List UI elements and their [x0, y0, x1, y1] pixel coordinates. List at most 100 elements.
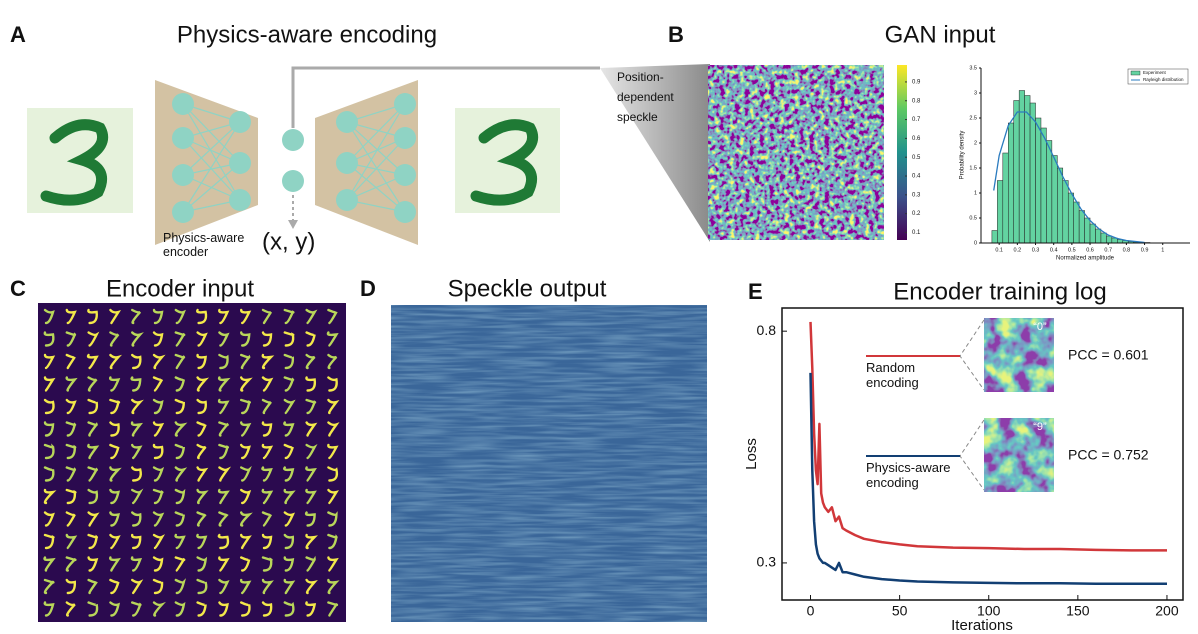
speckle-image: [708, 65, 884, 240]
annotation: PCC = 0.601: [1068, 347, 1149, 363]
node: [229, 111, 251, 133]
inset-label: “0”: [1033, 321, 1047, 333]
histogram-bar: [1068, 193, 1073, 243]
node: [229, 189, 251, 211]
inset-connector: [960, 320, 984, 390]
colorbar-tick-label: 0.8: [912, 98, 921, 104]
y-tick-label: 0.8: [757, 322, 777, 338]
x-tick-label: 0.7: [1104, 247, 1112, 253]
y-tick-label: 2.5: [969, 115, 977, 121]
panel-label: E: [748, 279, 763, 304]
histogram-bar: [1030, 103, 1035, 243]
node: [336, 111, 358, 133]
histogram-bar: [1063, 181, 1068, 244]
panel-label: D: [360, 276, 376, 301]
speckle-label: speckle: [617, 110, 658, 124]
colorbar-tick-label: 0.2: [912, 211, 921, 217]
panel-title: Physics-aware encoding: [177, 21, 437, 48]
x-axis-label: Iterations: [951, 617, 1013, 634]
x-tick-label: 200: [1155, 603, 1179, 619]
histogram-bar: [1079, 211, 1084, 244]
node: [172, 201, 194, 223]
x-tick-label: 0.1: [995, 247, 1003, 253]
x-tick-label: 0.2: [1014, 247, 1022, 253]
inset-label: “9”: [1033, 421, 1047, 433]
legend-label: Random encoding: [866, 361, 946, 391]
node: [172, 127, 194, 149]
histogram-bar: [1036, 118, 1041, 243]
node: [229, 152, 251, 174]
panel-title: Encoder training log: [893, 278, 1106, 305]
y-tick-label: 3.5: [969, 65, 977, 71]
panel-label: C: [10, 276, 26, 301]
histogram-bar: [997, 181, 1002, 244]
histogram-bar: [1095, 229, 1100, 243]
colorbar-tick-label: 0.7: [912, 117, 921, 123]
histogram-bar: [1106, 236, 1111, 243]
legend-label: Physics-aware encoding: [866, 461, 966, 491]
y-axis-label: Loss: [743, 438, 760, 470]
figure: APhysics-aware encodingBGAN inputCEncode…: [0, 0, 1198, 634]
encoder-label: Physics-aware encoder: [163, 231, 263, 260]
histogram-bar: [1101, 233, 1106, 243]
panel-label: A: [10, 22, 26, 47]
y-tick-label: 0.5: [969, 215, 977, 221]
histogram-bar: [1008, 123, 1013, 243]
histogram-bar: [1052, 156, 1057, 244]
node: [336, 152, 358, 174]
colorbar-tick-label: 0.1: [912, 230, 921, 236]
histogram-bar: [992, 231, 997, 244]
y-tick-label: 1: [974, 190, 977, 196]
colorbar-tick-label: 0.4: [912, 174, 921, 180]
node: [336, 189, 358, 211]
y-tick-label: 0: [974, 240, 977, 246]
legend-swatch: [1131, 71, 1140, 75]
histogram-bar: [1057, 168, 1062, 243]
panel-title: Speckle output: [448, 275, 607, 302]
node: [394, 93, 416, 115]
panel-title: Encoder input: [106, 275, 254, 302]
panel-title: GAN input: [885, 21, 996, 48]
y-axis-label: Probability density: [960, 131, 966, 180]
colorbar-tick-label: 0.9: [912, 80, 921, 86]
x-tick-label: 0.8: [1123, 247, 1131, 253]
speckle-label: dependent: [617, 90, 674, 104]
histogram-bar: [1074, 202, 1079, 243]
y-tick-label: 3: [974, 90, 977, 96]
node: [282, 129, 304, 151]
histogram-bar: [1003, 153, 1008, 243]
histogram-bar: [1014, 101, 1019, 244]
colorbar-tick-label: 0.6: [912, 136, 921, 142]
x-tick-label: 0: [807, 603, 815, 619]
node: [394, 164, 416, 186]
node: [172, 93, 194, 115]
x-tick-label: 0.6: [1086, 247, 1094, 253]
colorbar-tick-label: 0.3: [912, 192, 921, 198]
x-tick-label: 1: [1161, 247, 1164, 253]
histogram-bar: [1025, 96, 1030, 244]
histogram-bar: [1041, 128, 1046, 243]
x-tick-label: 0.9: [1141, 247, 1149, 253]
histogram-bar: [1085, 218, 1090, 243]
figure-canvas: APhysics-aware encodingBGAN inputCEncode…: [0, 0, 1198, 634]
node: [394, 201, 416, 223]
node: [282, 170, 304, 192]
x-tick-label: 50: [892, 603, 908, 619]
histogram-bar: [1046, 141, 1051, 244]
x-axis-label: Normalized amplitude: [1056, 256, 1115, 262]
node: [172, 164, 194, 186]
x-tick-label: 150: [1066, 603, 1090, 619]
digit-grid-image: [38, 303, 346, 622]
histogram-bar: [1019, 91, 1024, 244]
y-tick-label: 0.3: [757, 554, 777, 570]
x-tick-label: 0.4: [1050, 247, 1058, 253]
annotation: PCC = 0.752: [1068, 447, 1149, 463]
x-tick-label: 0.3: [1032, 247, 1040, 253]
colorbar-tick-label: 0.5: [912, 155, 921, 161]
speckle-texture: [391, 305, 707, 622]
node: [394, 127, 416, 149]
y-tick-label: 2: [974, 140, 977, 146]
latent-label: (x, y): [262, 228, 315, 255]
y-tick-label: 1.5: [969, 165, 977, 171]
legend-label: Rayleigh distribution: [1143, 77, 1184, 82]
